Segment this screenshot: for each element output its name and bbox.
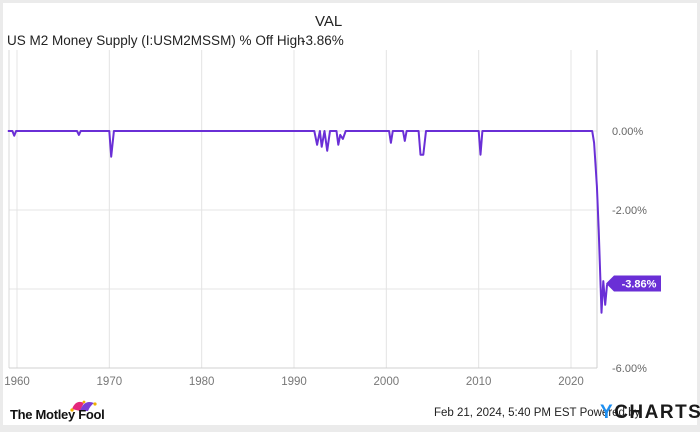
motley-fool-wordmark: The Motley Fool	[10, 407, 105, 422]
x-tick-label: 2010	[466, 376, 492, 388]
x-tick-label: 2020	[558, 376, 584, 388]
x-axis: 1960 1970 1980 1990 2000 2010 2020	[4, 376, 584, 388]
y-axis: 0.00% -2.00% -6.00%	[612, 126, 647, 375]
x-tick-label: 1980	[189, 376, 215, 388]
y-tick-label: -2.00%	[612, 205, 647, 217]
svg-text:-3.86%: -3.86%	[622, 278, 657, 290]
timestamp: Feb 21, 2024, 5:40 PM EST Powered by	[434, 407, 641, 419]
x-tick-label: 1960	[4, 376, 30, 388]
x-tick-label: 1970	[97, 376, 123, 388]
ycharts-logo[interactable]: YCHARTS	[600, 402, 700, 423]
chart-card	[3, 3, 697, 425]
series-name: US M2 Money Supply (I:USM2MSSM) % Off Hi…	[7, 33, 305, 48]
last-value-badge: -3.86%	[606, 275, 661, 292]
value-column-header: VAL	[315, 13, 343, 30]
grid-lines	[8, 50, 598, 369]
y-tick-label: 0.00%	[612, 126, 643, 138]
jester-hat-icon	[70, 400, 97, 412]
motley-fool-logo	[10, 397, 120, 432]
series-line	[7, 130, 610, 314]
x-tick-label: 1990	[281, 376, 307, 388]
y-tick-label: -6.00%	[612, 363, 647, 375]
series-value: -3.86%	[301, 33, 344, 48]
x-tick-label: 2000	[374, 376, 400, 388]
